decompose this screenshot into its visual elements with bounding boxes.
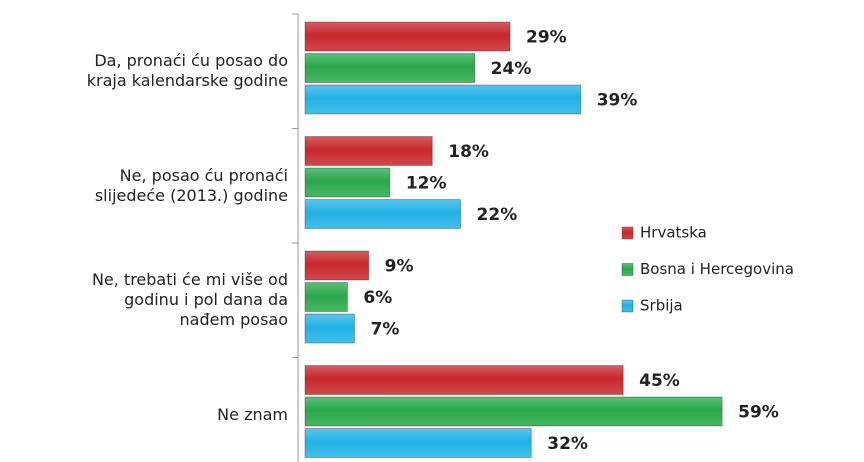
legend-swatch (621, 226, 634, 240)
value-label: 39% (597, 91, 638, 111)
value-label: 9% (385, 257, 414, 277)
bar (304, 167, 391, 198)
value-label: 18% (448, 142, 489, 162)
bar (304, 282, 348, 312)
category-label: Ne, trebati će mi više od godinu i pol d… (91, 270, 288, 330)
bar (304, 84, 582, 115)
bar (304, 250, 370, 281)
bar (304, 365, 624, 395)
category-label: Da, pronaći ću posao do kraja kalendarsk… (86, 51, 288, 91)
value-label: 12% (406, 174, 447, 194)
category-label: Ne, posao ću pronaći slijedeće (2013.) g… (94, 165, 288, 205)
legend-label: Hrvatska (640, 224, 707, 242)
bar (304, 199, 461, 229)
value-label: 32% (547, 434, 588, 454)
value-label: 7% (370, 320, 399, 340)
bar (304, 313, 355, 344)
bar (304, 136, 433, 166)
value-label: 6% (363, 288, 392, 308)
value-label: 45% (639, 371, 680, 391)
legend-swatch (621, 263, 634, 276)
bar (304, 21, 511, 52)
value-label: 29% (526, 28, 567, 48)
bar (304, 53, 476, 83)
bar (304, 396, 723, 427)
value-label: 59% (738, 403, 779, 423)
bar (304, 428, 532, 458)
value-label: 22% (477, 205, 518, 225)
value-label: 24% (491, 59, 532, 79)
legend-label: Srbija (640, 297, 683, 315)
category-label: Ne znam (217, 404, 288, 424)
legend-swatch (621, 299, 634, 313)
legend-label: Bosna i Hercegovina (640, 260, 794, 278)
